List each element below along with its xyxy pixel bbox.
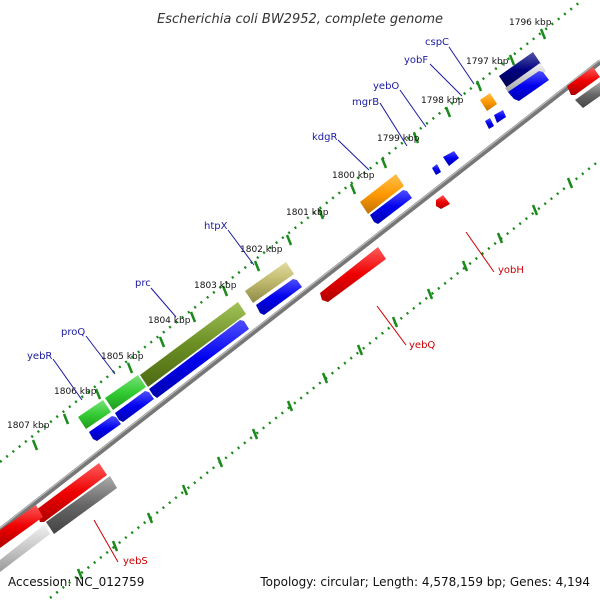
accession-text: Accession: NC_012759 xyxy=(8,575,144,589)
kbp-label: 1803 kbp xyxy=(194,281,237,291)
kbp-label: 1800 kbp xyxy=(332,171,375,181)
kbp-label: 1802 kbp xyxy=(240,245,283,255)
kbp-label: 1805 kbp xyxy=(101,352,144,362)
gene-label-prc: prc xyxy=(135,278,151,289)
reverse-gene-labels: yobH yebQ yebS xyxy=(123,265,524,567)
gene-label-yebQ: yebQ xyxy=(409,340,435,351)
kbp-label: 1796 kbp xyxy=(509,18,552,28)
gene-label-yobH: yobH xyxy=(498,265,524,276)
forward-label-leaders xyxy=(52,46,475,401)
forward-cds-arrows xyxy=(89,71,549,441)
gene-label-kdgR: kdgR xyxy=(312,132,337,143)
reverse-genes xyxy=(0,67,600,572)
gene-label-yebS: yebS xyxy=(123,556,148,567)
forward-gene-labels: cspC yobF yebO mgrB kdgR htpX prc proQ y… xyxy=(27,37,449,362)
backbone xyxy=(0,59,600,532)
gene-label-mgrB: mgrB xyxy=(352,97,379,108)
kbp-label: 1807 kbp xyxy=(7,421,50,431)
inner-ruler xyxy=(49,159,600,599)
kbp-label: 1801 kbp xyxy=(286,208,329,218)
kbp-label: 1799 kbp xyxy=(377,134,420,144)
topology-text: Topology: circular; Length: 4,578,159 bp… xyxy=(259,575,590,589)
gene-label-yebO: yebO xyxy=(373,81,399,92)
kbp-labels: 1796 kbp 1797 kbp 1798 kbp 1799 kbp 1800… xyxy=(7,18,552,431)
map-title: Escherichia coli BW2952, complete genome xyxy=(157,12,443,27)
kbp-label: 1797 kbp xyxy=(466,57,509,67)
forward-cog-bars xyxy=(78,52,546,429)
kbp-label: 1806 kbp xyxy=(54,387,97,397)
kbp-label: 1804 kbp xyxy=(148,316,191,326)
gene-label-yebR: yebR xyxy=(27,351,52,362)
reverse-label-leaders xyxy=(93,231,495,563)
gene-label-proQ: proQ xyxy=(61,327,85,338)
gene-label-cspC: cspC xyxy=(425,37,449,48)
gene-label-yobF: yobF xyxy=(404,55,428,66)
outer-ruler xyxy=(0,1,581,463)
gene-label-htpX: htpX xyxy=(204,221,228,232)
kbp-label: 1798 kbp xyxy=(421,96,464,106)
